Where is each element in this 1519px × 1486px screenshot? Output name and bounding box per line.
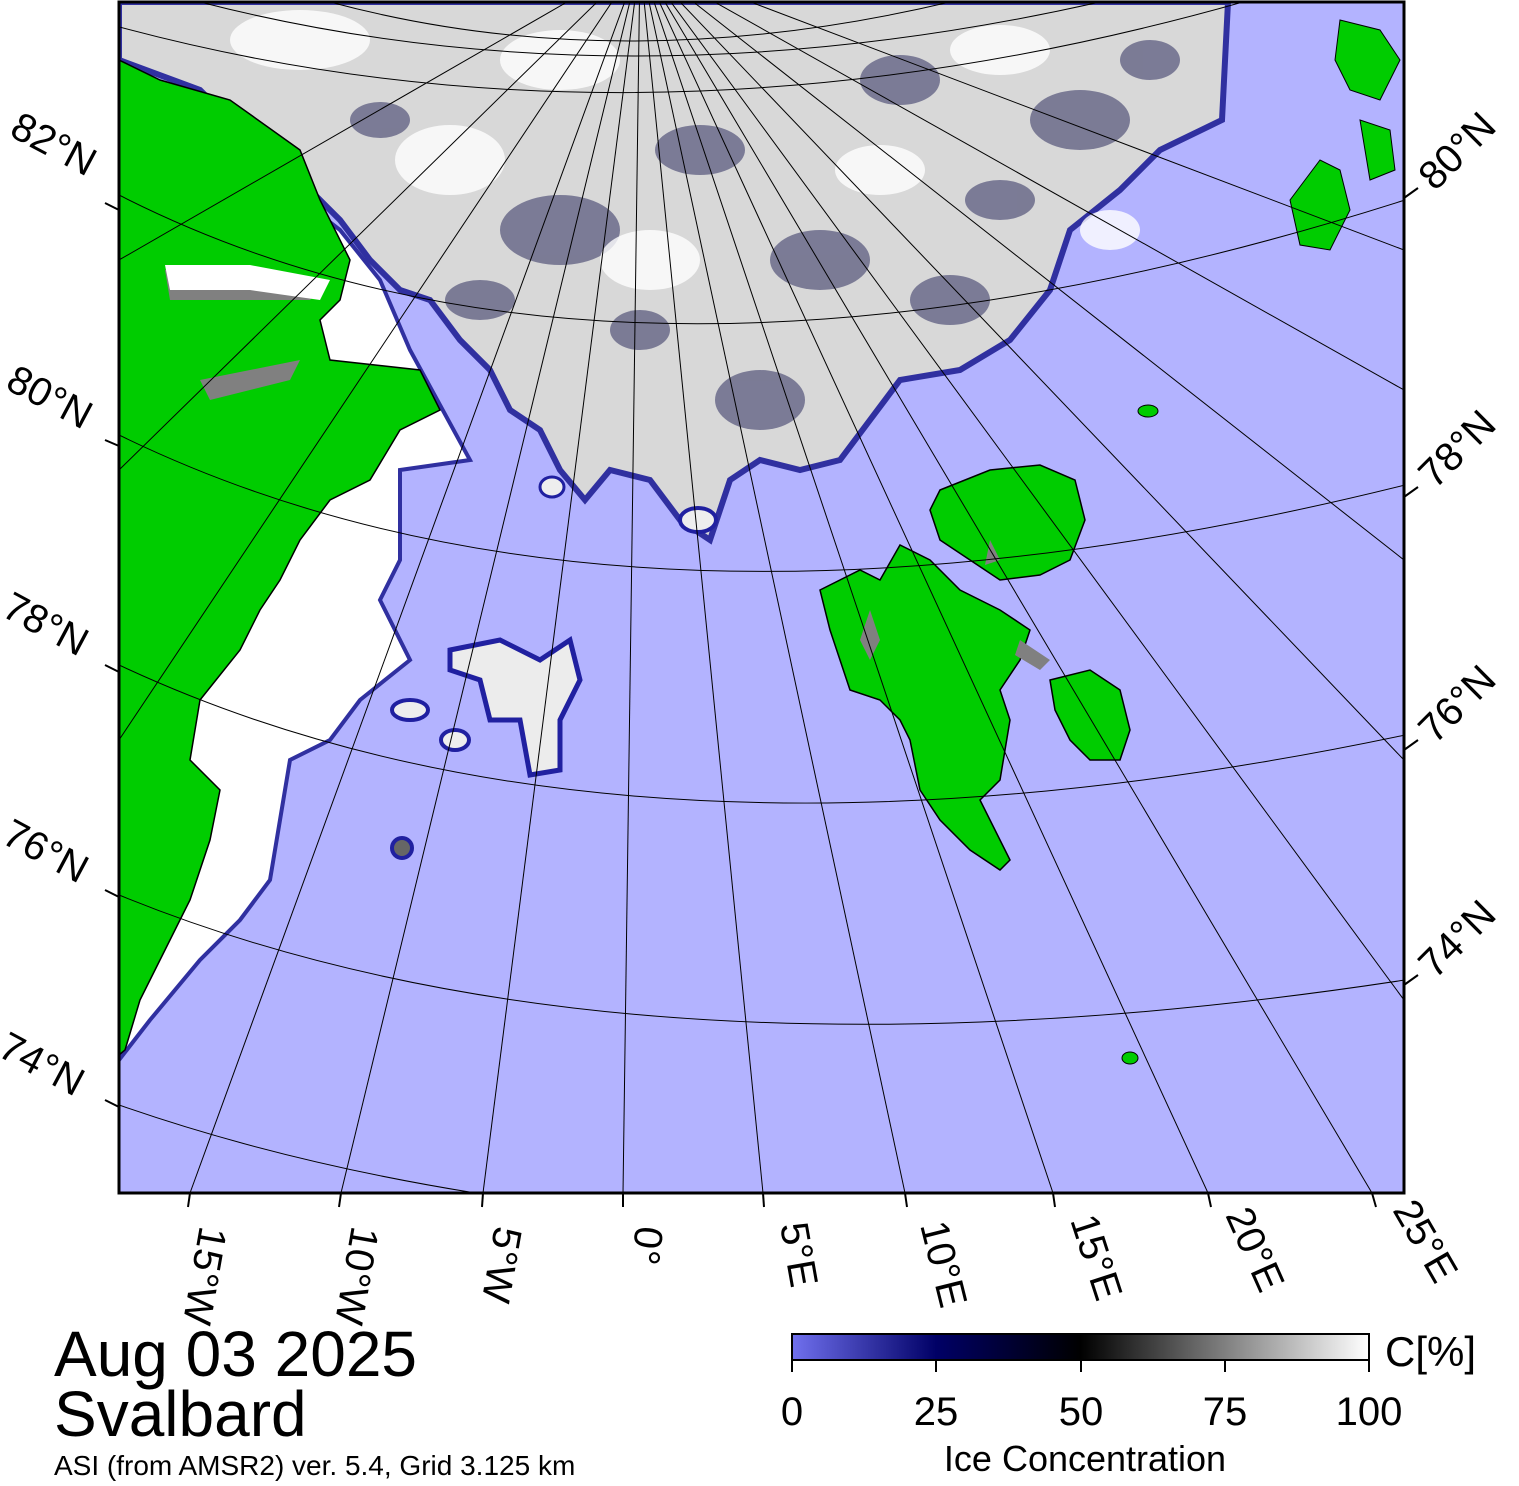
map-region: Svalbard: [54, 1378, 307, 1450]
lat-label-left: 78°N: [0, 584, 95, 665]
pack-ice-highlights: [230, 10, 1140, 290]
map-frame: [117, 0, 1406, 1195]
colorbar-tick-label: 75: [1202, 1390, 1248, 1434]
greenland-fjord: [165, 265, 330, 300]
lat-label-right: 76°N: [1410, 657, 1504, 751]
colorbar-label: Ice Concentration: [943, 1438, 1227, 1479]
lat-label-left: 76°N: [0, 811, 95, 892]
lat-label-left: 80°N: [0, 357, 99, 438]
graticule: [119, 2, 1404, 1193]
colorbar-tick-label: 50: [1058, 1390, 1104, 1434]
parallel-74N: [119, 894, 1404, 1025]
pack-ice-texture: [350, 40, 1180, 430]
greenland-glacier-strip: [165, 270, 330, 400]
parallel-72N: [119, 1104, 479, 1193]
lon-label: 10°W: [326, 1223, 386, 1328]
ice-floe-small: [390, 836, 414, 860]
colorbar-unit: C[%]: [1385, 1328, 1477, 1375]
colorbar-tick-label: 100: [1335, 1390, 1403, 1434]
tick-marks: [104, 187, 1419, 1208]
ice-floe-small: [538, 475, 566, 499]
barentsoya-land: [1049, 669, 1131, 761]
lon-label: 10°E: [911, 1217, 975, 1312]
ice-floe-large: [447, 635, 583, 778]
lon-label: 15°E: [1061, 1209, 1130, 1306]
lat-label-left: 82°N: [4, 104, 104, 185]
ice-floe-small: [439, 728, 471, 752]
greenland-land: [119, 59, 442, 1056]
colorbar-ticks: [791, 1360, 1370, 1372]
parallel-76N: [119, 664, 1404, 804]
lon-label: 5°W: [473, 1223, 530, 1306]
lat-label-right: 74°N: [1410, 892, 1504, 986]
svalbard-glacier: [860, 540, 1050, 670]
parallel-82N: [119, 2, 1245, 94]
parallel-inner-1: [199, 2, 1101, 57]
lon-label: 15°W: [174, 1223, 234, 1328]
ice-floe-small: [678, 506, 718, 534]
meridians: [119, 2, 1404, 1193]
lat-label-left: 74°N: [0, 1024, 91, 1105]
ice-floe-small: [390, 698, 430, 722]
nordaustlandet-land: [929, 464, 1086, 581]
kvitoya-island: [1137, 404, 1159, 418]
product-info: ASI (from AMSR2) ver. 5.4, Grid 3.125 km: [54, 1450, 576, 1481]
bjornoya-island: [1121, 1051, 1139, 1065]
map-date: Aug 03 2025: [54, 1318, 417, 1390]
lon-label: 5°E: [771, 1219, 826, 1291]
colorbar-tick-label: 25: [913, 1390, 959, 1434]
lat-label-right: 80°N: [1410, 104, 1504, 198]
franz-josef-land: [1289, 19, 1401, 251]
colorbar-tick-label: 0: [780, 1390, 804, 1434]
parallel-78N: [119, 434, 1404, 572]
lon-label: 25°E: [1384, 1193, 1466, 1290]
lon-label: 0°: [622, 1224, 670, 1267]
colorbar: [791, 1333, 1370, 1361]
lat-label-right: 78°N: [1410, 402, 1504, 496]
lon-label: 20°E: [1217, 1201, 1293, 1299]
